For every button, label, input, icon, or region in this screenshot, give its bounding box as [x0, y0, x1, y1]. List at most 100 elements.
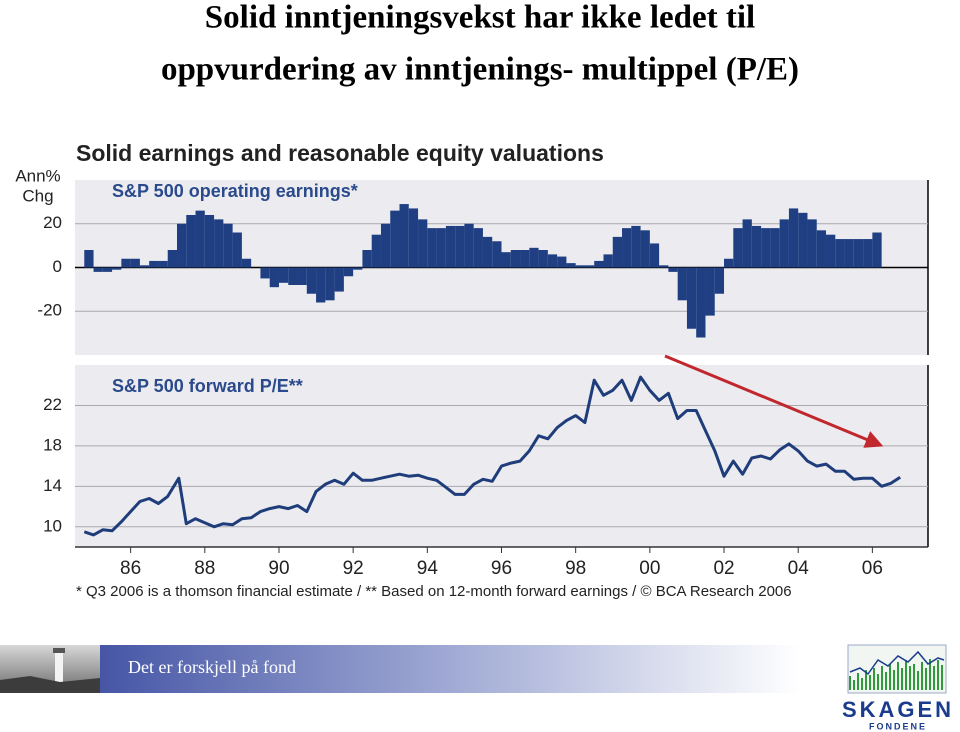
rocks [0, 676, 100, 693]
chart: -20 0 20 Ann%Chg S&P 500 operating earnings* [15, 166, 929, 355]
bar [130, 258, 140, 268]
bar [557, 256, 567, 268]
x-tick-label: 94 [417, 558, 439, 579]
bar [816, 230, 827, 268]
x-tick-label: 86 [120, 558, 141, 579]
bar [427, 228, 437, 268]
plot-area [75, 365, 928, 547]
y-tick-label: 22 [43, 395, 62, 414]
bar [464, 223, 474, 268]
bar [112, 267, 122, 270]
x-tick-label: 04 [788, 558, 810, 579]
footer-banner: Det er forskjell på fond [0, 645, 800, 693]
banner [100, 645, 800, 693]
chart: 10 14 18 22 86 88 90 92 94 96 98 00 02 04 06 S&P 500 fo… [43, 365, 929, 579]
logo-sub: FONDENE [869, 721, 927, 731]
chart-title: S&P 500 operating earnings* [112, 181, 358, 201]
bar [872, 232, 882, 268]
bar [770, 228, 780, 268]
bar [102, 267, 113, 272]
slide-title: Solid inntjeningsvekst har ikke ledet ti… [205, 0, 755, 36]
footnote: * Q3 2006 is a thomson financial estimat… [76, 583, 792, 600]
bar [826, 234, 836, 268]
bar [241, 258, 252, 268]
skagen-logo: SKAGEN FONDENE [842, 644, 954, 731]
x-tick-label: 90 [268, 558, 289, 579]
bar [325, 267, 335, 301]
tagline: Det er forskjell på fond [128, 657, 296, 677]
bar [863, 239, 873, 268]
bar [529, 247, 539, 268]
bar [844, 239, 854, 268]
bar [371, 234, 381, 268]
x-tick-label: 96 [491, 558, 512, 579]
bar [640, 230, 650, 268]
bar [733, 228, 743, 268]
bar [343, 267, 354, 277]
y-tick-label: 20 [43, 213, 62, 232]
bar [167, 250, 177, 268]
bar [418, 219, 428, 268]
bar [492, 241, 502, 268]
bar [260, 267, 270, 279]
bar [186, 215, 196, 268]
bar [204, 215, 215, 268]
bar [788, 208, 799, 268]
y-tick-label: 18 [43, 435, 62, 454]
bar [761, 228, 771, 268]
bar [316, 267, 326, 303]
bar [84, 250, 94, 268]
bar [214, 219, 224, 268]
bar [603, 254, 613, 268]
bar [696, 267, 706, 338]
bar [380, 223, 391, 268]
x-tick-label: 88 [194, 558, 215, 579]
bar [575, 265, 585, 268]
y-tick-label: -20 [37, 301, 62, 320]
bar [835, 239, 845, 268]
bar [594, 260, 604, 268]
x-tick-label: 06 [862, 558, 883, 579]
bar [399, 204, 409, 268]
bar [584, 265, 595, 268]
bar [612, 236, 623, 268]
bar [269, 267, 279, 288]
bar [93, 267, 103, 272]
bar [121, 258, 131, 268]
bar [520, 250, 530, 268]
bar [232, 232, 242, 268]
bar [566, 263, 576, 268]
chart-title: S&P 500 forward P/E** [112, 376, 303, 396]
bar [455, 225, 465, 268]
bar [742, 219, 752, 268]
bar [724, 258, 734, 268]
bar [705, 267, 715, 316]
bar [482, 236, 493, 268]
y-tick-label: 14 [43, 476, 62, 495]
bar [473, 228, 483, 268]
line [83, 375, 902, 537]
bar [306, 267, 317, 294]
bar [547, 254, 558, 268]
bar [659, 265, 669, 268]
x-tick-label: 00 [639, 558, 660, 579]
logo-line [849, 650, 945, 676]
lighthouse [55, 650, 63, 682]
bar [158, 260, 168, 268]
slide-title: oppvurdering av inntjenings- multippel (… [161, 52, 799, 88]
bar [297, 267, 307, 285]
y-axis-label: Chg [22, 186, 53, 205]
bar [390, 210, 400, 268]
chart-heading: Solid earnings and reasonable equity val… [76, 140, 604, 166]
x-tick-label: 92 [343, 558, 364, 579]
logo-bars [849, 659, 943, 690]
trend-arrow [664, 354, 884, 448]
logo-name: SKAGEN [842, 697, 954, 722]
bar [807, 219, 817, 268]
bar [779, 219, 789, 268]
y-tick-label: 0 [53, 257, 62, 276]
lighthouse-top [53, 648, 65, 653]
bar [149, 260, 159, 268]
